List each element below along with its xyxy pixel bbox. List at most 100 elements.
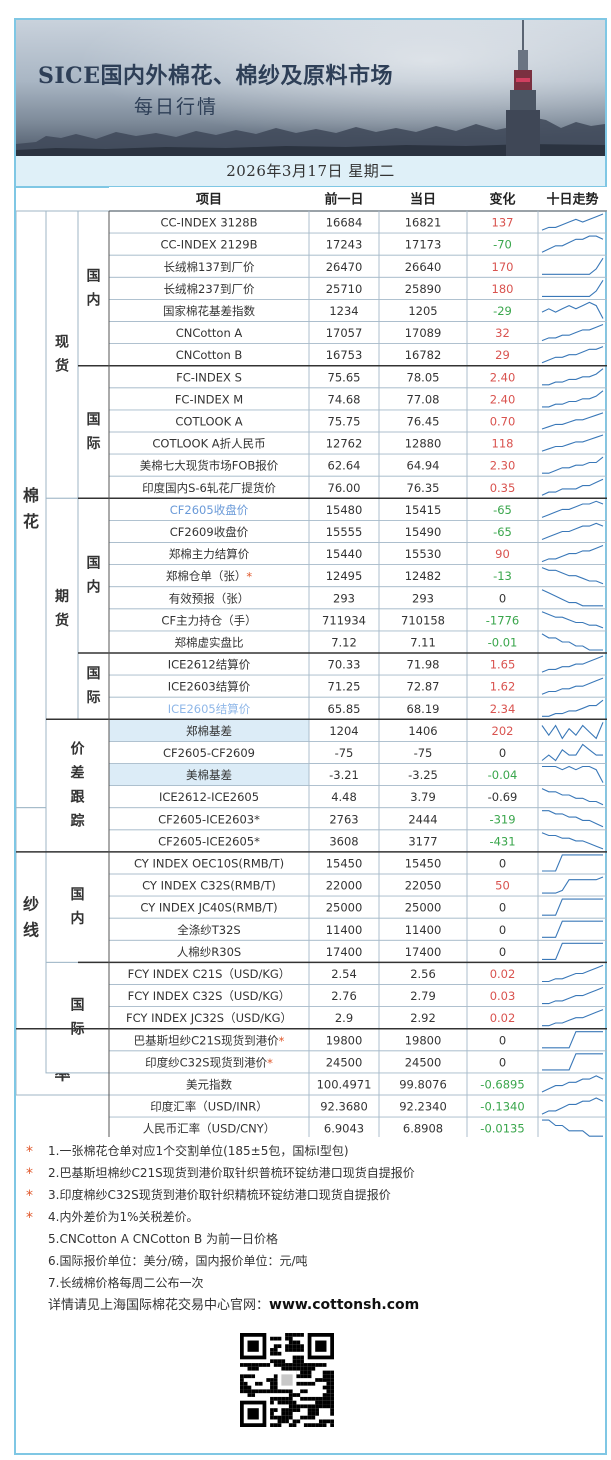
table-row: 长绒棉137到厂价 26470 26640 170 xyxy=(108,254,607,278)
item-name: ICE2603结算价 xyxy=(168,680,251,694)
trend-sparkline xyxy=(541,544,604,563)
curr-value: 11400 xyxy=(405,923,442,937)
prev-value: 17243 xyxy=(326,238,363,252)
trend-sparkline xyxy=(542,699,604,717)
notes-section: * 1.一张棉花仓单对应1个交割单位(185±5包，国标I型包) * 2.巴基斯坦棉纱… xyxy=(26,1140,596,1294)
table-row: 郑棉虚实盘比 7.12 7.11 -0.01 xyxy=(108,630,607,654)
curr-value: 2.92 xyxy=(410,1011,436,1025)
group-label: 纱线 xyxy=(23,895,39,940)
curr-value: -75 xyxy=(414,746,433,760)
subgroup-label: 期货 xyxy=(54,589,69,629)
curr-value: 16821 xyxy=(405,216,442,230)
change-value: 0 xyxy=(499,923,506,937)
item-name: 国家棉花基差指数 xyxy=(163,304,255,318)
page-subtitle: 每日行情 xyxy=(134,96,219,118)
table-row: 有效预报（张） 293 293 0 xyxy=(108,586,607,610)
change-value: 0 xyxy=(499,901,506,915)
prev-value: 12762 xyxy=(326,437,363,451)
curr-value: 12880 xyxy=(405,437,442,451)
note-text: 5.CNCotton A CNCotton B 为前一日价格 xyxy=(48,1232,279,1246)
prev-value: 2.54 xyxy=(331,967,357,981)
change-value: 0.02 xyxy=(490,967,516,981)
prev-value: 71.25 xyxy=(328,680,361,694)
note-text: 3.印度棉纱C32S现货到港价取针织精梳环锭纺港口现货自提报价 xyxy=(48,1188,391,1202)
table-row: COTLOOK A折人民币 12762 12880 118 xyxy=(108,431,607,455)
item-name: CNCotton A xyxy=(176,326,243,340)
trend-sparkline xyxy=(542,280,604,297)
page-frame xyxy=(14,18,607,1455)
group-label: 棉花 xyxy=(23,486,39,531)
prev-value: 7.12 xyxy=(331,635,357,649)
market-table: 项目前一日当日变化十日走势棉花纱线汇率现货期货价差跟踪国内国际国内国际国内国际C… xyxy=(16,187,607,1137)
item-name: 有效预报（张） xyxy=(169,591,250,605)
region-label: 国内 xyxy=(87,556,101,596)
item-name: FC-INDEX S xyxy=(176,370,242,384)
trend-sparkline xyxy=(541,743,603,762)
item-name: 美元指数 xyxy=(186,1077,232,1091)
item-name: CY INDEX C32S(RMB/T) xyxy=(142,879,276,893)
prev-value: 4.48 xyxy=(331,790,357,804)
change-value: 170 xyxy=(492,260,514,274)
change-value: 0 xyxy=(499,945,506,959)
table-row: 郑棉仓单（张）* 12495 12482 -13 xyxy=(108,564,607,588)
column-header: 变化 xyxy=(489,192,515,208)
change-value: 2.40 xyxy=(490,392,516,406)
change-value: 2.34 xyxy=(490,702,516,716)
table-row: ICE2612结算价 70.33 71.98 1.65 xyxy=(108,652,607,676)
prev-value: 2763 xyxy=(329,812,358,826)
trend-sparkline xyxy=(541,235,604,253)
trend-sparkline xyxy=(542,368,604,386)
footnote-star-icon: * xyxy=(26,1166,33,1182)
trend-sparkline xyxy=(541,346,604,364)
item-name: 美棉基差 xyxy=(186,768,232,782)
prev-value: 65.85 xyxy=(328,702,361,716)
region-label: 国际 xyxy=(87,666,101,706)
page-title: SICE国内外棉花、棉纱及原料市场 xyxy=(38,63,393,89)
trend-sparkline xyxy=(541,722,604,740)
table-row: CY INDEX C32S(RMB/T) 22000 22050 50 xyxy=(108,873,607,897)
qr-code-image xyxy=(240,1333,334,1427)
item-name: 全涤纱T32S xyxy=(177,923,240,937)
table-row: 人棉纱R30S 17400 17400 0 xyxy=(108,939,607,963)
table-row: CF2605-ICE2603* 2763 2444 -319 xyxy=(108,807,607,831)
curr-value: 3.79 xyxy=(410,790,436,804)
curr-value: 19800 xyxy=(405,1033,442,1047)
table-row: 郑棉主力结算价 15440 15530 90 xyxy=(108,542,607,566)
curr-value: 99.8076 xyxy=(399,1077,447,1091)
website-link[interactable]: www.cottonsh.com xyxy=(269,1297,420,1313)
table-row: 美棉基差 -3.21 -3.25 -0.04 xyxy=(108,763,607,787)
footnote-star-icon: * xyxy=(279,1033,285,1047)
trend-sparkline xyxy=(542,1009,604,1027)
item-name: 长绒棉137到厂价 xyxy=(164,260,255,274)
curr-value: 78.05 xyxy=(407,370,440,384)
trend-sparkline xyxy=(542,1031,603,1049)
item-name: COTLOOK A xyxy=(175,414,242,428)
curr-value: 15490 xyxy=(405,525,442,539)
table-row: 国家棉花基差指数 1234 1205 -29 xyxy=(108,299,607,322)
curr-value: 68.19 xyxy=(407,702,440,716)
prev-value: 19800 xyxy=(326,1033,363,1047)
trend-sparkline xyxy=(541,213,604,231)
table-row: FC-INDEX M 74.68 77.08 2.40 xyxy=(108,387,607,411)
prev-value: 2.9 xyxy=(335,1011,353,1025)
prev-value: -3.21 xyxy=(329,768,359,782)
report-date: 2026年3月17日 星期二 xyxy=(16,156,605,188)
item-name: ICE2612结算价 xyxy=(168,658,251,672)
curr-value: 2444 xyxy=(408,812,437,826)
change-value: -13 xyxy=(493,569,512,583)
item-name: FCY INDEX JC32S（USD/KG） xyxy=(126,1011,292,1025)
table-row: 巴基斯坦纱C21S现货到港价* 19800 19800 0 xyxy=(108,1028,607,1052)
table-row: 美元指数 100.4971 99.8076 -0.6895 xyxy=(108,1072,607,1096)
trend-sparkline xyxy=(542,390,604,408)
item-name: CF2605-ICE2603* xyxy=(158,812,260,826)
curr-value: 3177 xyxy=(408,834,437,848)
table-row: FCY INDEX C32S（USD/KG） 2.76 2.79 0.03 xyxy=(108,984,607,1008)
item-name: CC-INDEX 3128B xyxy=(160,216,257,230)
curr-value: 1406 xyxy=(408,724,437,738)
change-value: 0 xyxy=(499,856,506,870)
change-value: -0.04 xyxy=(488,768,518,782)
subgroup-label-cell xyxy=(45,210,79,499)
prev-value: 293 xyxy=(333,591,355,605)
change-value: -29 xyxy=(493,304,512,318)
curr-value: 71.98 xyxy=(407,658,440,672)
